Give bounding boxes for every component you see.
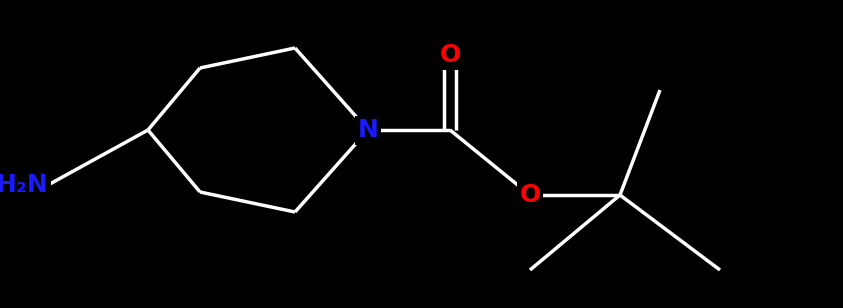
Text: H₂N: H₂N bbox=[0, 173, 48, 197]
Text: O: O bbox=[519, 183, 540, 207]
Text: N: N bbox=[357, 118, 379, 142]
Text: O: O bbox=[439, 43, 460, 67]
